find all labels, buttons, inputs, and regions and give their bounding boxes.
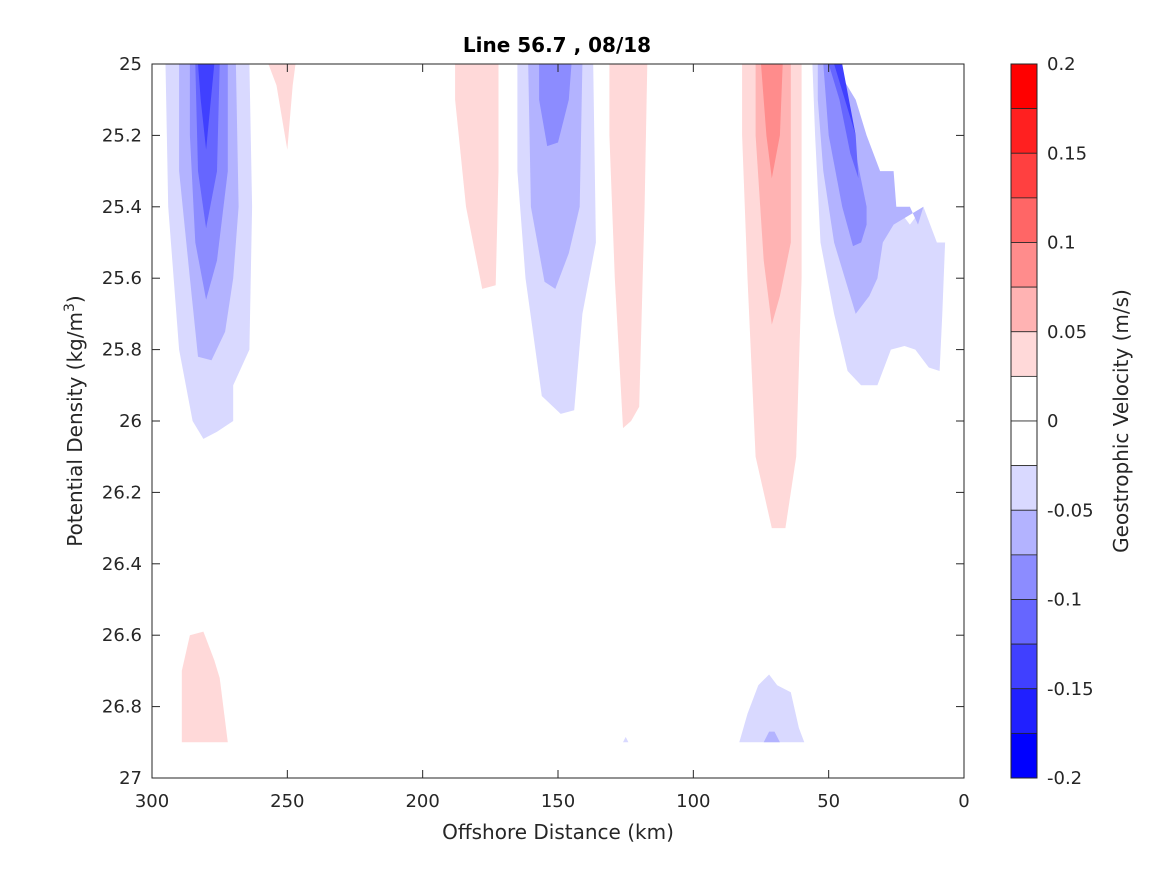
y-axis: 25 25.2 25.4 25.6 25.8 26 26.2 26.4 26.6 26.8 27 [102, 54, 964, 789]
contour-region-19 [181, 631, 228, 743]
contour-region-8 [528, 64, 583, 289]
y-tick-label-8: 26.6 [102, 625, 142, 646]
contour-region-17 [828, 64, 859, 179]
colorbar-tick-label-7: -0.15 [1047, 679, 1094, 700]
colorbar-band-8 [1010, 420, 1038, 467]
x-tick-label-6: 0 [958, 791, 969, 812]
colorbar-band-9 [1010, 465, 1038, 511]
y-tick-label-9: 26.8 [102, 697, 142, 718]
colorbar-band-13 [1010, 643, 1038, 690]
colorbar-tick-label-5: -0.05 [1047, 500, 1094, 521]
contour-region-20 [739, 674, 805, 743]
chart-title: Line 56.7 , 08/18 [463, 33, 651, 57]
y-tick-label-2: 25.4 [102, 197, 142, 218]
colorbar-tick-label-6: -0.1 [1047, 590, 1082, 611]
contour-region-13 [761, 64, 783, 179]
colorbar-band-11 [1010, 554, 1038, 600]
y-tick-label-3: 25.6 [102, 268, 142, 289]
contour-region-16 [823, 64, 867, 247]
contour-region-10 [609, 64, 648, 429]
y-axis-label-close: ) [63, 295, 87, 303]
colorbar-band-10 [1010, 509, 1038, 556]
colorbar-ticks: 0.2 0.15 0.1 0.05 0 -0.05 -0.1 -0.15 -0.2 [1047, 54, 1094, 789]
colorbar-frame [1010, 63, 1038, 779]
colorbar-band-7 [1010, 375, 1038, 422]
contour-region-5 [268, 64, 296, 150]
x-axis-label: Offshore Distance (km) [442, 820, 674, 844]
x-tick-label-1: 250 [270, 791, 304, 812]
x-tick-label-3: 150 [541, 791, 575, 812]
y-tick-label-5: 26 [119, 411, 142, 432]
x-tick-label-2: 200 [405, 791, 439, 812]
y-tick-label-0: 25 [119, 54, 142, 75]
y-axis-label: Potential Density (kg/m3) [62, 295, 87, 546]
colorbar-band-15 [1010, 732, 1038, 779]
colorbar-label: Geostrophic Velocity (m/s) [1109, 289, 1133, 553]
contour-region-9 [539, 64, 572, 147]
contour-region-22 [623, 736, 629, 743]
x-tick-label-4: 100 [676, 791, 710, 812]
colorbar-band-12 [1010, 599, 1038, 645]
colorbar-band-5 [1010, 286, 1038, 333]
y-axis-label-text: Potential Density (kg/m [63, 312, 87, 547]
colorbar-band-1 [1010, 108, 1038, 154]
colorbar-tick-label-1: 0.15 [1047, 143, 1087, 164]
colorbar-band-3 [1010, 197, 1038, 243]
x-tick-label-5: 50 [817, 791, 840, 812]
colorbar-tick-label-0: 0.2 [1047, 54, 1076, 75]
contour-regions [165, 64, 946, 743]
y-tick-label-10: 27 [119, 768, 142, 789]
colorbar-band-14 [1010, 688, 1038, 734]
contour-region-12 [755, 64, 791, 325]
plot-area: 300 250 200 150 100 50 0 2525.225.425.625.8262… [102, 54, 970, 812]
colorbar: 0.2 0.15 0.1 0.05 0 -0.05 -0.1 -0.15 -0.2 [1010, 54, 1094, 789]
y-tick-label-7: 26.4 [102, 554, 142, 575]
contour-region-4 [198, 64, 215, 150]
y-tick-label-4: 25.8 [102, 340, 142, 361]
colorbar-bands [1010, 63, 1038, 779]
colorbar-tick-label-4: 0 [1047, 411, 1058, 432]
colorbar-tick-label-2: 0.1 [1047, 233, 1076, 254]
y-tick-label-6: 26.2 [102, 482, 142, 503]
y-axis-label-superscript: 3 [62, 303, 78, 312]
y-tick-label-1: 25.2 [102, 125, 142, 146]
colorbar-band-4 [1010, 242, 1038, 288]
x-axis: 300 250 200 150 100 50 0 [135, 64, 970, 812]
colorbar-band-2 [1010, 152, 1038, 199]
colorbar-band-6 [1010, 331, 1038, 377]
colorbar-band-0 [1010, 63, 1038, 110]
colorbar-tick-label-3: 0.05 [1047, 322, 1087, 343]
contour-region-21 [763, 731, 780, 743]
x-tick-label-0: 300 [135, 791, 169, 812]
colorbar-tick-label-8: -0.2 [1047, 768, 1082, 789]
contour-region-6 [455, 64, 499, 289]
